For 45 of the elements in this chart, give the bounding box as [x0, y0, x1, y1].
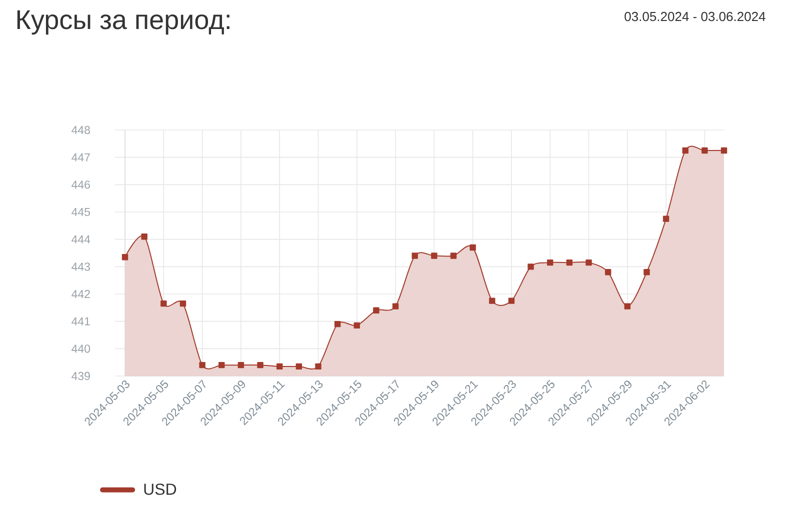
point	[431, 252, 438, 259]
point	[604, 269, 612, 276]
point	[547, 259, 554, 266]
legend-label: USD	[144, 484, 176, 495]
point	[373, 307, 380, 314]
point	[257, 362, 264, 368]
point	[238, 362, 244, 368]
point	[586, 259, 592, 266]
point	[702, 147, 708, 154]
point	[682, 147, 688, 154]
point	[334, 320, 341, 328]
y-tick-label: 442	[72, 290, 90, 298]
point	[624, 303, 630, 310]
point	[644, 269, 650, 276]
y-tick-label: 446	[72, 180, 90, 189]
point	[141, 234, 148, 240]
point	[528, 264, 534, 270]
point	[218, 362, 225, 368]
point	[489, 298, 496, 304]
point	[450, 252, 457, 259]
point	[180, 300, 186, 307]
point	[315, 363, 322, 370]
point	[276, 363, 283, 370]
point	[720, 147, 728, 154]
point	[392, 303, 399, 310]
point	[470, 244, 476, 251]
point	[412, 252, 418, 259]
y-tick-label: 445	[72, 208, 90, 216]
y-tick-label: 447	[72, 153, 90, 162]
point	[566, 259, 573, 266]
y-tick-label: 440	[72, 344, 90, 353]
y-tick-label: 448	[72, 126, 90, 134]
point	[662, 216, 670, 222]
point	[354, 322, 360, 329]
y-tick-label: 443	[72, 262, 90, 271]
chart-title: Курсы за период:	[17, 10, 230, 35]
y-tick-label: 441	[72, 317, 90, 326]
y-tick-label: 439	[72, 372, 90, 380]
point	[199, 362, 206, 368]
y-tick-label: 444	[72, 235, 90, 244]
point	[296, 363, 302, 370]
point	[160, 300, 167, 307]
point	[508, 298, 515, 304]
point	[122, 254, 128, 260]
chart-subtitle: 03.05.2024 - 03.06.2024	[624, 12, 766, 22]
